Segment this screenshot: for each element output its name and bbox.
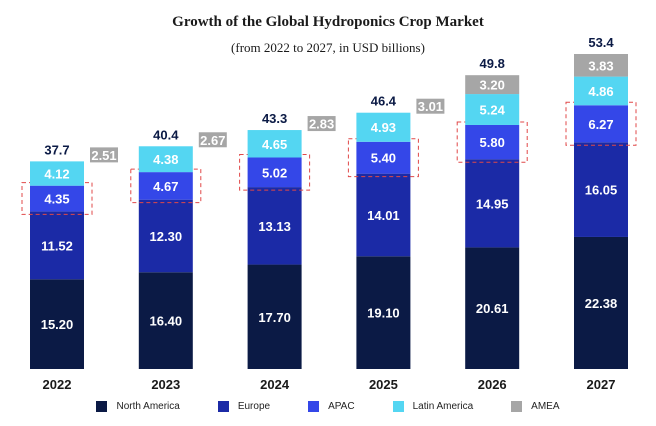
chart-subtitle: (from 2022 to 2027, in USD billions) (231, 40, 425, 55)
bar-segment-europe-2024 (247, 187, 302, 265)
legend-label-europe: Europe (237, 401, 271, 412)
bar-segment-north-america-2026 (465, 247, 520, 369)
legend-item-latin-america: Latin America (392, 401, 474, 412)
total-label-2026: 49.8 (480, 56, 505, 71)
bar-segment-latin-america-2024 (247, 130, 302, 158)
data-label-amea-2026: 3.20 (480, 78, 505, 93)
bar-segment-latin-america-2025 (356, 112, 411, 142)
bar-segment-north-america-2023 (138, 272, 193, 369)
legend-swatch-amea (511, 401, 523, 412)
data-label-europe-2024: 13.13 (258, 219, 291, 234)
data-label-apac-2022: 4.35 (44, 192, 69, 207)
bar-segment-north-america-2022 (30, 279, 84, 369)
bar-segment-amea-2023 (198, 132, 227, 148)
x-tick-label-2026: 2026 (478, 377, 507, 392)
bar-segment-amea-2026 (465, 75, 520, 95)
data-label-north-america-2025: 19.10 (367, 306, 400, 321)
legend-swatch-north-america (96, 401, 108, 412)
total-label-2023: 40.4 (153, 127, 179, 142)
x-tick-label-2027: 2027 (587, 377, 616, 392)
data-label-latin-america-2026: 5.24 (480, 103, 506, 118)
bar-segment-latin-america-2023 (138, 146, 193, 173)
bar-segment-amea-2024 (307, 116, 336, 132)
total-label-2022: 37.7 (44, 142, 69, 157)
bar-segment-apac-2023 (138, 172, 193, 200)
bar-segment-apac-2024 (247, 157, 302, 188)
bar-segment-amea-2027 (574, 53, 628, 77)
data-label-europe-2026: 14.95 (476, 196, 509, 211)
chart-title: Growth of the Global Hydroponics Crop Ma… (172, 14, 484, 30)
legend-label-amea: AMEA (531, 401, 560, 412)
data-label-amea-2024: 2.83 (309, 117, 334, 132)
data-label-latin-america-2024: 4.65 (262, 137, 287, 152)
bar-segment-apac-2025 (356, 141, 411, 174)
chart-legend: North America Europe APAC Latin America … (0, 401, 656, 412)
data-label-latin-america-2023: 4.38 (153, 152, 178, 167)
total-label-2024: 43.3 (262, 111, 287, 126)
bar-segment-latin-america-2022 (30, 161, 84, 186)
data-label-north-america-2026: 20.61 (476, 301, 509, 316)
legend-label-latin-america: Latin America (412, 401, 474, 412)
data-label-europe-2022: 11.52 (41, 238, 73, 253)
legend-item-north-america: North America (96, 401, 180, 412)
data-label-europe-2023: 12.30 (150, 229, 183, 244)
bar-segment-europe-2027 (574, 142, 628, 237)
x-tick-label-2023: 2023 (151, 377, 180, 392)
bar-segment-latin-america-2027 (574, 76, 628, 106)
legend-swatch-latin-america (392, 401, 404, 412)
data-label-amea-2023: 2.67 (200, 133, 225, 148)
data-label-apac-2026: 5.80 (480, 135, 505, 150)
legend-item-apac: APAC (308, 401, 355, 412)
data-label-apac-2023: 4.67 (153, 179, 178, 194)
data-label-europe-2027: 16.05 (585, 183, 618, 198)
bar-segment-north-america-2027 (574, 236, 628, 369)
data-label-apac-2024: 5.02 (262, 165, 287, 180)
data-label-amea-2022: 2.51 (91, 148, 116, 163)
data-label-latin-america-2027: 4.86 (588, 84, 613, 99)
bar-segment-europe-2023 (138, 199, 193, 273)
bar-segment-latin-america-2026 (465, 94, 520, 125)
bar-segment-north-america-2025 (356, 256, 411, 369)
data-label-apac-2027: 6.27 (588, 117, 613, 132)
data-label-north-america-2027: 22.38 (585, 296, 618, 311)
bar-segment-europe-2025 (356, 173, 411, 257)
data-label-amea-2027: 3.83 (588, 58, 613, 73)
data-label-north-america-2023: 16.40 (150, 314, 183, 329)
legend-swatch-europe (217, 401, 229, 412)
bar-segment-europe-2026 (465, 159, 520, 248)
data-label-apac-2025: 5.40 (371, 151, 396, 166)
x-tick-label-2024: 2024 (260, 377, 290, 392)
legend-swatch-apac (308, 401, 320, 412)
data-label-north-america-2024: 17.70 (258, 310, 291, 325)
data-label-north-america-2022: 15.20 (41, 317, 74, 332)
bar-segment-amea-2022 (90, 147, 118, 163)
legend-label-apac: APAC (328, 401, 355, 412)
bar-segment-apac-2026 (465, 124, 520, 160)
x-tick-label-2025: 2025 (369, 377, 398, 392)
legend-item-amea: AMEA (511, 401, 560, 412)
data-label-amea-2025: 3.01 (418, 99, 443, 114)
stacked-bar-chart: 15.20 11.52 4.35 4.12 2.51 37.7 2022 16.40 12.30… (21, 35, 637, 392)
data-label-europe-2025: 14.01 (367, 208, 400, 223)
legend-label-north-america: North America (116, 401, 180, 412)
total-label-2027: 53.4 (588, 35, 614, 50)
bar-segment-europe-2022 (30, 211, 84, 280)
x-tick-label-2022: 2022 (43, 377, 72, 392)
data-label-latin-america-2022: 4.12 (44, 167, 69, 182)
bar-segment-north-america-2024 (247, 264, 302, 369)
bar-segment-amea-2025 (416, 98, 445, 114)
legend-item-europe: Europe (217, 401, 271, 412)
data-label-latin-america-2025: 4.93 (371, 120, 396, 135)
bar-segment-apac-2022 (30, 185, 84, 212)
total-label-2025: 46.4 (371, 94, 397, 109)
bar-segment-apac-2027 (574, 105, 628, 143)
